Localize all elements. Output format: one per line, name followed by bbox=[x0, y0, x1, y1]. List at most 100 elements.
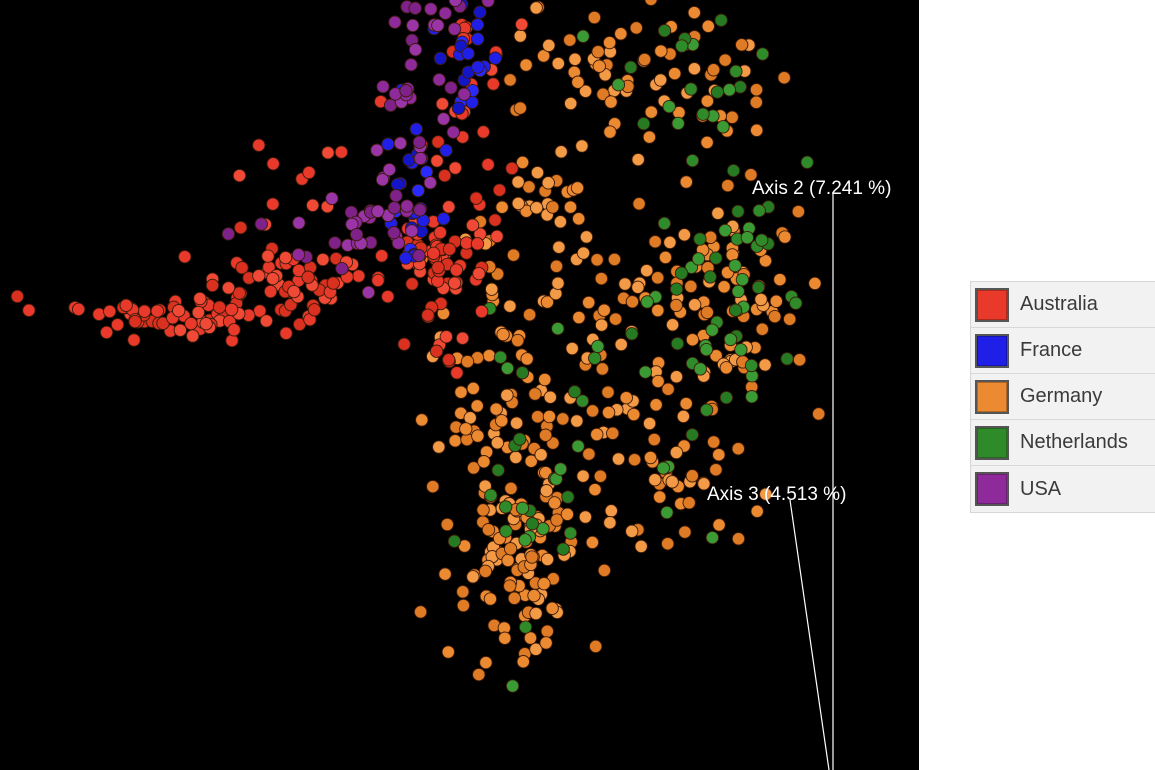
scatter-point-germany bbox=[792, 353, 807, 367]
scatter-point-germany bbox=[595, 362, 610, 376]
plot-area[interactable]: Axis 2 (7.241 %) Axis 3 (4.513 %) bbox=[0, 0, 919, 770]
scatter-point-australia bbox=[287, 284, 301, 299]
scatter-point-germany bbox=[606, 426, 620, 440]
scatter-point-australia bbox=[261, 249, 275, 263]
scatter-point-germany bbox=[531, 410, 545, 424]
scatter-point-australia bbox=[263, 284, 278, 299]
scatter-point-france bbox=[411, 183, 425, 198]
axis-2-label: Axis 2 (7.241 %) bbox=[752, 178, 892, 199]
scatter-point-germany bbox=[570, 414, 584, 428]
scatter-point-usa bbox=[444, 81, 458, 95]
scatter-point-france bbox=[461, 46, 475, 61]
legend-label-australia: Australia bbox=[1020, 293, 1098, 315]
scatter-point-usa bbox=[388, 15, 402, 29]
scatter-point-australia bbox=[186, 329, 200, 343]
scatter-point-australia bbox=[492, 183, 507, 197]
scatter-point-germany bbox=[538, 428, 553, 442]
scatter-point-usa bbox=[291, 248, 306, 262]
scatter-plot[interactable] bbox=[0, 0, 919, 770]
scatter-point-germany bbox=[456, 598, 471, 613]
scatter-point-australia bbox=[259, 314, 274, 328]
legend-label-netherlands: Netherlands bbox=[1020, 431, 1128, 453]
scatter-point-germany bbox=[540, 552, 555, 567]
scatter-point-germany bbox=[503, 299, 517, 313]
scatter-point-germany bbox=[601, 385, 615, 399]
scatter-point-germany bbox=[592, 59, 606, 73]
scatter-point-germany bbox=[579, 230, 594, 244]
legend-item-australia[interactable]: Australia bbox=[971, 282, 1155, 328]
scatter-point-germany bbox=[537, 577, 551, 591]
scatter-point-germany bbox=[709, 463, 723, 477]
scatter-point-germany bbox=[511, 333, 525, 348]
scatter-point-germany bbox=[572, 310, 586, 325]
scatter-point-netherlands bbox=[525, 517, 540, 531]
scatter-point-netherlands bbox=[500, 361, 515, 375]
scatter-point-usa bbox=[413, 203, 427, 217]
scatter-point-germany bbox=[679, 175, 693, 189]
scatter-point-germany bbox=[719, 361, 733, 375]
scatter-point-germany bbox=[571, 75, 585, 89]
scatter-point-germany bbox=[773, 272, 787, 287]
scatter-point-germany bbox=[808, 276, 822, 291]
scatter-point-germany bbox=[725, 110, 739, 124]
scatter-point-germany bbox=[496, 327, 510, 342]
scatter-point-netherlands bbox=[568, 385, 582, 399]
scatter-point-germany bbox=[697, 477, 711, 491]
scatter-point-netherlands bbox=[703, 270, 717, 284]
scatter-point-germany bbox=[413, 605, 428, 619]
scatter-point-australia bbox=[316, 252, 330, 267]
scatter-point-germany bbox=[552, 240, 566, 254]
scatter-point-germany bbox=[501, 553, 515, 568]
scatter-point-netherlands bbox=[729, 64, 743, 79]
scatter-point-netherlands bbox=[699, 342, 714, 357]
legend-item-france[interactable]: France bbox=[971, 328, 1155, 374]
scatter-point-australia bbox=[429, 344, 444, 358]
scatter-point-australia bbox=[234, 220, 248, 235]
scatter-point-usa bbox=[400, 199, 414, 213]
scatter-point-netherlands bbox=[553, 462, 568, 476]
scatter-point-netherlands bbox=[561, 490, 575, 504]
scatter-point-germany bbox=[481, 523, 496, 537]
scatter-point-australia bbox=[455, 331, 470, 345]
scatter-point-netherlands bbox=[556, 542, 570, 556]
scatter-point-germany bbox=[602, 35, 617, 50]
scatter-point-netherlands bbox=[493, 350, 508, 364]
scatter-point-germany bbox=[687, 62, 702, 76]
scatter-point-germany bbox=[783, 312, 797, 326]
scatter-point-netherlands bbox=[723, 332, 738, 347]
scatter-point-australia bbox=[221, 281, 236, 295]
legend-item-germany[interactable]: Germany bbox=[971, 374, 1155, 420]
scatter-point-germany bbox=[541, 176, 555, 190]
scatter-point-australia bbox=[442, 242, 457, 256]
scatter-point-germany bbox=[503, 542, 518, 556]
scatter-point-usa bbox=[457, 87, 471, 101]
legend-swatch-usa bbox=[975, 472, 1009, 506]
legend-item-usa[interactable]: USA bbox=[971, 466, 1155, 512]
scatter-point-australia bbox=[470, 237, 485, 251]
scatter-point-germany bbox=[706, 63, 721, 77]
legend-label-germany: Germany bbox=[1020, 385, 1103, 407]
scatter-point-usa bbox=[335, 261, 349, 276]
scatter-point-germany bbox=[540, 624, 554, 638]
legend-swatch-france bbox=[975, 333, 1009, 368]
scatter-point-germany bbox=[456, 585, 470, 599]
legend-swatch-netherlands bbox=[975, 425, 1009, 460]
scatter-point-germany bbox=[551, 56, 565, 71]
scatter-point-germany bbox=[466, 570, 480, 584]
scatter-point-germany bbox=[688, 298, 702, 312]
scatter-point-germany bbox=[749, 95, 763, 109]
scatter-point-germany bbox=[482, 348, 496, 363]
scatter-points bbox=[10, 0, 826, 693]
scatter-point-usa bbox=[436, 112, 451, 126]
scatter-point-australia bbox=[481, 157, 495, 172]
scatter-point-germany bbox=[642, 130, 657, 144]
scatter-point-usa bbox=[328, 236, 342, 250]
scatter-point-germany bbox=[590, 253, 604, 267]
scatter-point-netherlands bbox=[499, 500, 513, 514]
legend-item-netherlands[interactable]: Netherlands bbox=[971, 420, 1155, 466]
scatter-point-usa bbox=[438, 6, 452, 20]
scatter-point-germany bbox=[669, 445, 684, 460]
scatter-point-germany bbox=[478, 564, 493, 578]
scatter-point-australia bbox=[252, 269, 266, 283]
scatter-point-australia bbox=[127, 333, 141, 347]
